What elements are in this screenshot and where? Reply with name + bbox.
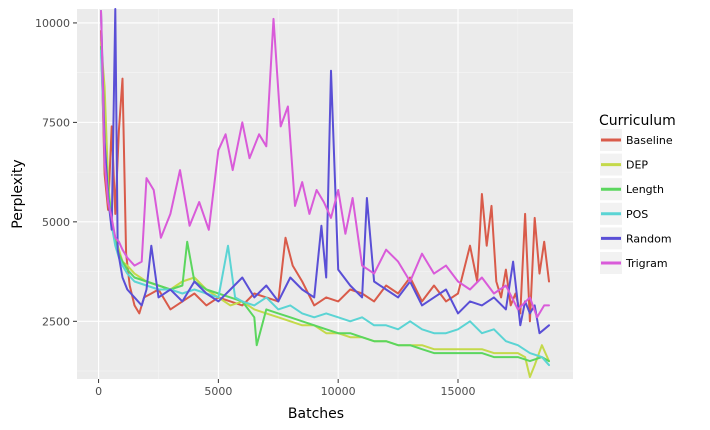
series-line-length xyxy=(100,45,550,363)
x-tick-label: 10000 xyxy=(321,385,356,398)
y-tick-label: 10000 xyxy=(35,17,70,30)
legend-label-random: Random xyxy=(626,232,672,245)
x-tick-label: 5000 xyxy=(204,385,232,398)
series-lines xyxy=(100,8,550,378)
x-tick-label: 0 xyxy=(95,385,102,398)
legend-label-pos: POS xyxy=(626,208,648,221)
y-tick-label: 7500 xyxy=(42,116,70,129)
legend-label-length: Length xyxy=(626,183,664,196)
plot-panel xyxy=(77,9,573,379)
series-line-pos xyxy=(100,49,550,367)
legend-label-trigram: Trigram xyxy=(625,257,668,270)
x-tick-label: 15000 xyxy=(440,385,475,398)
y-axis-title: Perplexity xyxy=(10,159,26,228)
legend-label-baseline: Baseline xyxy=(626,134,673,147)
series-line-random xyxy=(100,8,550,335)
y-tick-label: 5000 xyxy=(42,216,70,229)
x-axis-title: Batches xyxy=(288,406,344,422)
series-line-trigram xyxy=(100,10,550,319)
y-tick-label: 2500 xyxy=(42,315,70,328)
legend: Curriculum Baseline DEP Length POS Random Tri… xyxy=(599,113,676,274)
legend-items: Baseline DEP Length POS Random Trigram xyxy=(600,129,673,274)
series-line-dep xyxy=(100,41,550,378)
series-line-baseline xyxy=(100,29,550,323)
legend-label-dep: DEP xyxy=(626,159,648,172)
x-axis-ticks: 0 5000 10000 15000 xyxy=(95,379,475,398)
legend-title: Curriculum xyxy=(599,113,676,129)
y-axis-ticks: 2500 5000 7500 10000 xyxy=(35,17,77,328)
